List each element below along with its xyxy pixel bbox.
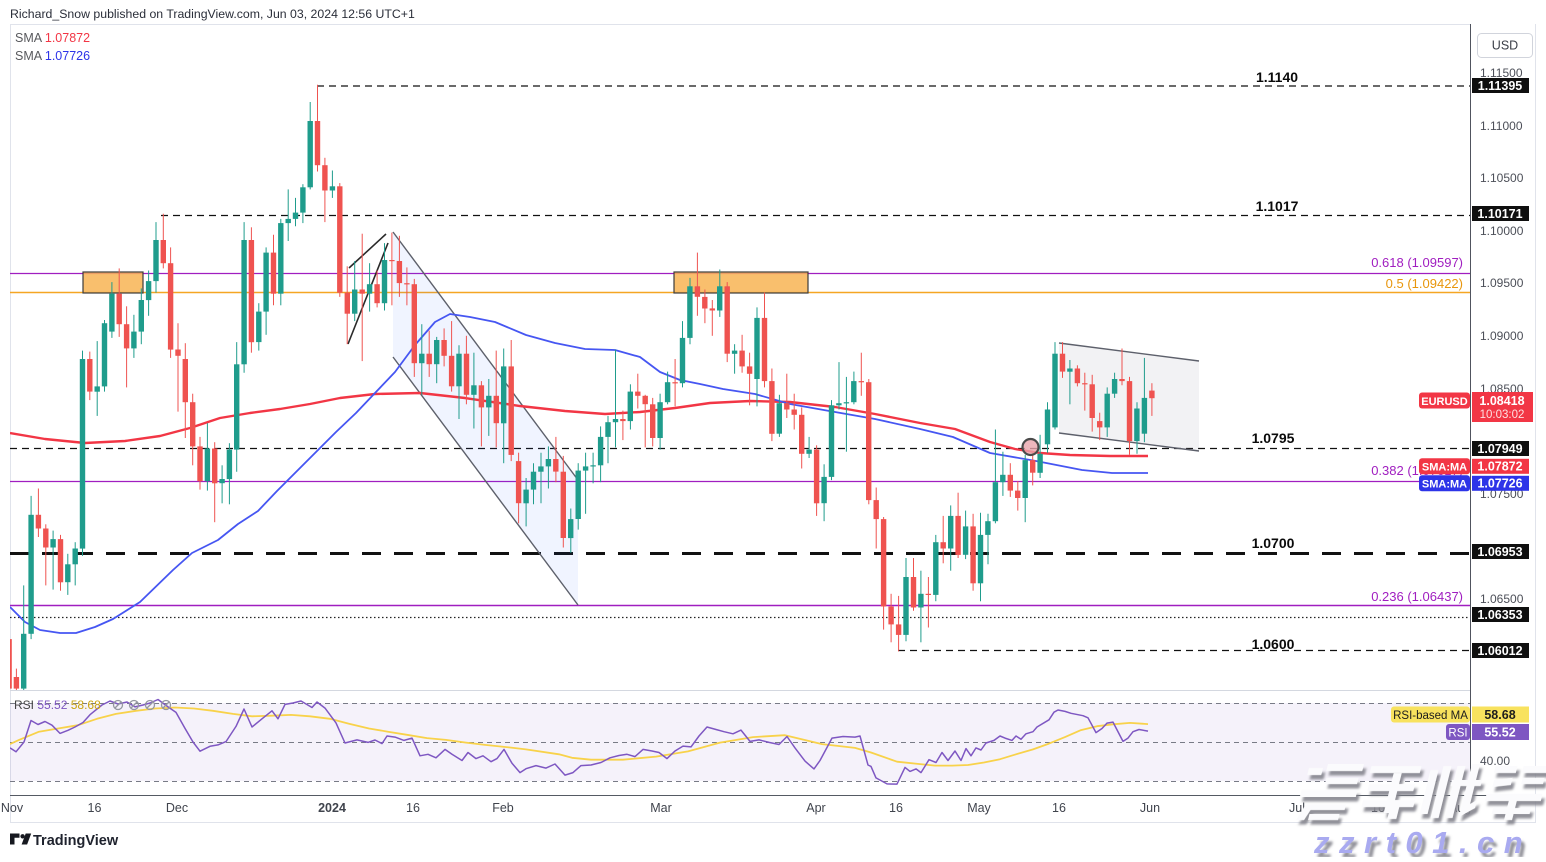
svg-text:RSI-based MA: RSI-based MA (1393, 710, 1468, 722)
svg-text:Mar: Mar (650, 801, 672, 815)
svg-text:1.1017: 1.1017 (1256, 198, 1299, 214)
svg-text:0.236 (1.06437): 0.236 (1.06437) (1371, 589, 1463, 604)
svg-text:zzrt01.cn: zzrt01.cn (1313, 825, 1532, 857)
svg-text:1.07949: 1.07949 (1477, 442, 1522, 456)
svg-text:SMA 1.07872: SMA 1.07872 (15, 31, 90, 45)
svg-text:SMA:MA: SMA:MA (1422, 479, 1467, 491)
svg-text:10:03:02: 10:03:02 (1480, 409, 1525, 421)
svg-text:1.07872: 1.07872 (1477, 460, 1522, 474)
svg-text:Dec: Dec (166, 801, 188, 815)
svg-text:1.0600: 1.0600 (1252, 636, 1295, 652)
svg-text:1.0795: 1.0795 (1252, 430, 1295, 446)
svg-text:1.11000: 1.11000 (1480, 119, 1523, 133)
svg-text:1.0700: 1.0700 (1252, 535, 1295, 551)
svg-text:1.11500: 1.11500 (1480, 66, 1523, 80)
svg-text:16: 16 (1052, 801, 1066, 815)
svg-text:SMA 1.07726: SMA 1.07726 (15, 49, 90, 63)
svg-text:1.10171: 1.10171 (1477, 207, 1522, 221)
svg-text:USD: USD (1492, 39, 1518, 53)
svg-text:May: May (967, 801, 991, 815)
svg-text:EURUSD: EURUSD (1421, 396, 1468, 408)
svg-text:1.10500: 1.10500 (1480, 171, 1524, 185)
svg-text:Nov: Nov (1, 801, 24, 815)
svg-text:1.09500: 1.09500 (1480, 276, 1524, 290)
svg-text:55.52: 55.52 (1484, 726, 1515, 740)
svg-text:Jul: Jul (1289, 801, 1305, 815)
svg-text:2024: 2024 (318, 801, 346, 815)
svg-text:SMA:MA: SMA:MA (1422, 462, 1467, 474)
svg-text:1.06353: 1.06353 (1477, 608, 1522, 622)
svg-text:0.5 (1.09422): 0.5 (1.09422) (1386, 276, 1463, 291)
svg-text:1.11395: 1.11395 (1478, 79, 1523, 93)
svg-text:1.06012: 1.06012 (1477, 644, 1522, 658)
svg-text:0.618 (1.09597): 0.618 (1.09597) (1371, 255, 1463, 270)
svg-text:58.68: 58.68 (1484, 708, 1515, 722)
svg-text:1.08418: 1.08418 (1479, 394, 1524, 408)
svg-text:Jun: Jun (1140, 801, 1160, 815)
svg-text:TradingView: TradingView (33, 833, 119, 849)
svg-text:1.09000: 1.09000 (1480, 329, 1524, 343)
svg-text:Apr: Apr (806, 801, 825, 815)
svg-text:16: 16 (406, 801, 420, 815)
svg-text:1.07726: 1.07726 (1477, 477, 1522, 491)
svg-text:1.06953: 1.06953 (1477, 545, 1522, 559)
svg-text:16: 16 (88, 801, 102, 815)
svg-text:1.1140: 1.1140 (1256, 69, 1298, 85)
svg-text:RSI 55.52 58.68: RSI 55.52 58.68 (14, 698, 101, 712)
svg-text:16: 16 (889, 801, 903, 815)
svg-text:1.10000: 1.10000 (1480, 224, 1524, 238)
svg-text:Feb: Feb (492, 801, 514, 815)
svg-text:Richard_Snow published on Trad: Richard_Snow published on TradingView.co… (10, 7, 415, 21)
svg-text:1.06500: 1.06500 (1480, 592, 1524, 606)
svg-text:40.00: 40.00 (1480, 754, 1510, 768)
svg-text:RSI: RSI (1448, 727, 1467, 739)
